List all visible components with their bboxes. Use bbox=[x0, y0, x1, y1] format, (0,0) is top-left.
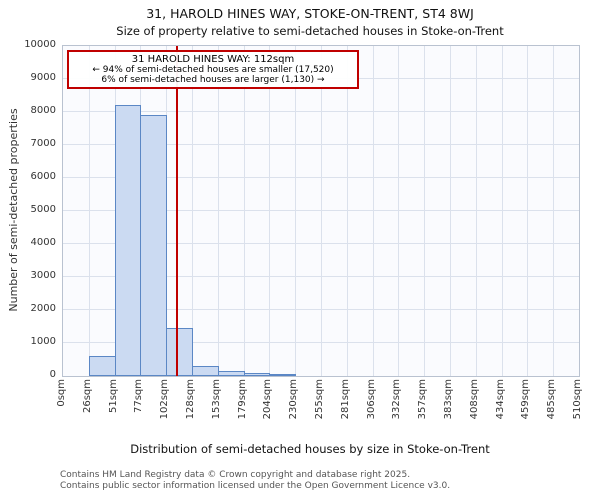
vertical-gridline bbox=[398, 46, 400, 376]
y-tick-label: 10000 bbox=[24, 39, 56, 50]
y-tick-label: 1000 bbox=[30, 336, 56, 347]
vertical-gridline bbox=[501, 46, 503, 376]
vertical-gridline bbox=[217, 46, 219, 376]
vertical-gridline bbox=[243, 46, 245, 376]
x-tick-label: 281sqm bbox=[339, 379, 351, 420]
x-tick-label: 434sqm bbox=[494, 379, 506, 420]
vertical-gridline bbox=[321, 46, 322, 376]
x-tick-label: 179sqm bbox=[236, 379, 248, 420]
vertical-gridline bbox=[424, 46, 426, 376]
x-tick-label: 153sqm bbox=[210, 379, 222, 420]
horizontal-gridline bbox=[63, 111, 579, 112]
y-tick-label: 9000 bbox=[30, 72, 56, 83]
footer-hm-land-registry: Contains HM Land Registry data © Crown c… bbox=[60, 470, 411, 480]
y-tick-label: 5000 bbox=[30, 204, 56, 215]
y-tick-label: 2000 bbox=[30, 303, 56, 314]
horizontal-gridline bbox=[63, 342, 579, 343]
histogram-bar-128sqm bbox=[192, 366, 219, 376]
horizontal-gridline bbox=[63, 243, 579, 244]
histogram-bar-153sqm bbox=[217, 371, 245, 376]
vertical-gridline bbox=[372, 46, 374, 376]
x-tick-label: 102sqm bbox=[159, 379, 171, 420]
vertical-gridline bbox=[346, 46, 348, 376]
x-axis-label: Distribution of semi-detached houses by … bbox=[130, 442, 490, 456]
x-tick-label: 332sqm bbox=[391, 379, 403, 420]
annotation-larger-line: 6% of semi-detached houses are larger (1… bbox=[101, 75, 325, 85]
y-tick-label: 0 bbox=[49, 369, 56, 380]
vertical-gridline bbox=[450, 46, 451, 376]
y-tick-label: 4000 bbox=[30, 237, 56, 248]
chart-subtitle: Size of property relative to semi-detach… bbox=[116, 24, 504, 38]
x-tick-label: 0sqm bbox=[56, 379, 67, 407]
x-tick-label: 26sqm bbox=[81, 379, 93, 414]
vertical-gridline bbox=[553, 46, 555, 376]
histogram-bar-51sqm bbox=[114, 105, 142, 376]
x-tick-label: 204sqm bbox=[262, 379, 274, 420]
y-tick-label: 3000 bbox=[30, 270, 56, 281]
x-tick-label: 510sqm bbox=[572, 379, 583, 420]
x-tick-label: 255sqm bbox=[314, 379, 325, 420]
property-size-marker-line bbox=[176, 46, 179, 376]
chart-title: 31, HAROLD HINES WAY, STOKE-ON-TRENT, ST… bbox=[146, 6, 474, 21]
histogram-bar-77sqm bbox=[140, 115, 168, 376]
x-tick-label: 485sqm bbox=[546, 379, 558, 420]
attribution-footer: Contains HM Land Registry data © Crown c… bbox=[60, 470, 450, 491]
y-tick-label: 8000 bbox=[30, 105, 56, 116]
vertical-gridline bbox=[475, 46, 477, 376]
horizontal-gridline bbox=[63, 309, 579, 310]
plot-area: 31 HAROLD HINES WAY: 112sqm ← 94% of sem… bbox=[62, 45, 580, 377]
histogram-bar-179sqm bbox=[243, 373, 271, 376]
histogram-bar-102sqm bbox=[166, 328, 193, 376]
annotation-smaller-line: ← 94% of semi-detached houses are smalle… bbox=[92, 65, 334, 75]
vertical-gridline bbox=[527, 46, 529, 376]
y-tick-label: 7000 bbox=[30, 138, 56, 149]
histogram-bar-26sqm bbox=[88, 356, 116, 376]
histogram-bar-204sqm bbox=[269, 374, 297, 376]
x-tick-label: 357sqm bbox=[417, 379, 429, 420]
x-tick-label: 383sqm bbox=[443, 379, 454, 420]
x-tick-label: 51sqm bbox=[107, 379, 119, 414]
y-tick-label: 6000 bbox=[30, 171, 56, 182]
x-tick-label: 230sqm bbox=[288, 379, 300, 420]
annotation-property-line: 31 HAROLD HINES WAY: 112sqm bbox=[131, 54, 295, 65]
vertical-gridline bbox=[192, 46, 193, 376]
x-tick-label: 459sqm bbox=[520, 379, 532, 420]
horizontal-gridline bbox=[63, 177, 579, 178]
horizontal-gridline bbox=[63, 276, 579, 277]
vertical-gridline bbox=[295, 46, 297, 376]
x-tick-label: 128sqm bbox=[185, 379, 196, 420]
annotation-box: 31 HAROLD HINES WAY: 112sqm ← 94% of sem… bbox=[67, 50, 359, 89]
x-tick-label: 408sqm bbox=[468, 379, 480, 420]
horizontal-gridline bbox=[63, 210, 579, 211]
vertical-gridline bbox=[269, 46, 271, 376]
x-tick-label: 306sqm bbox=[365, 379, 377, 420]
x-tick-label: 77sqm bbox=[133, 379, 145, 414]
footer-open-government-licence: Contains public sector information licen… bbox=[60, 480, 451, 491]
vertical-gridline bbox=[88, 46, 90, 376]
horizontal-gridline bbox=[63, 144, 579, 145]
